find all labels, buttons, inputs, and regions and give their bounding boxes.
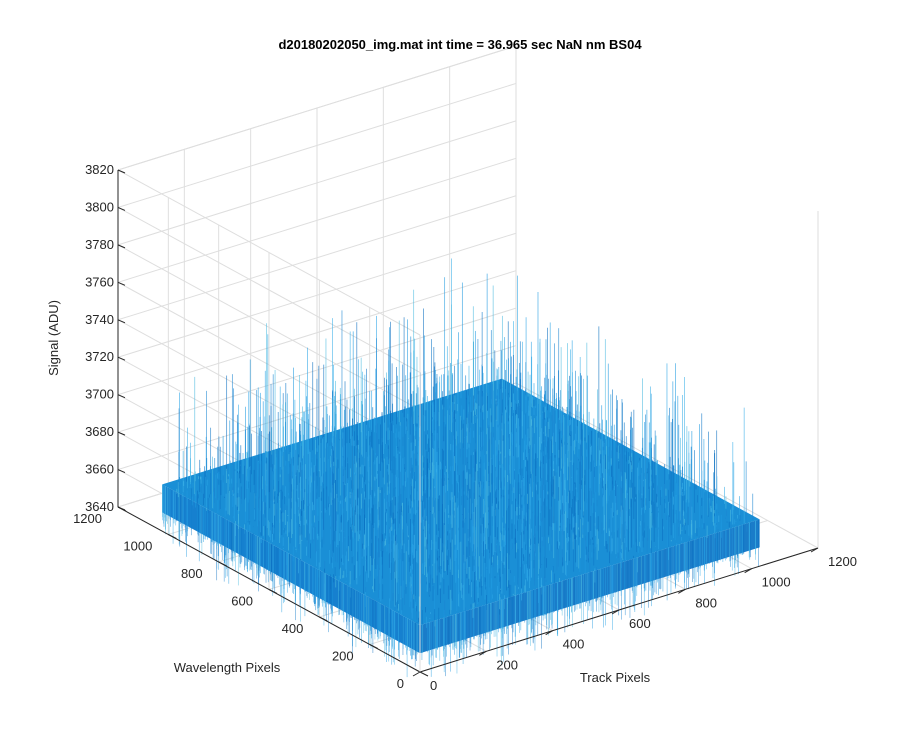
y-tick-mark: [268, 589, 278, 594]
y-tick-mark: [218, 561, 227, 567]
x-tick-label: 600: [629, 616, 651, 631]
back-top-edge: [117, 45, 517, 171]
z-tick-label: 3800: [85, 199, 114, 214]
z-tick-label: 3720: [85, 349, 114, 364]
x-tick-mark: [412, 671, 421, 677]
z-tick-label: 3820: [85, 162, 114, 177]
z-tick-mark: [117, 394, 126, 399]
x-tick-label: 1000: [762, 575, 791, 590]
x-tick-label: 200: [496, 657, 518, 672]
z-tick-label: 3680: [85, 424, 114, 439]
z-tick-label: 3660: [85, 462, 114, 477]
y-tick-label: 1000: [123, 539, 152, 554]
x-tick-mark: [545, 630, 553, 636]
y-tick-label: 0: [397, 676, 404, 691]
x-tick-mark: [678, 588, 686, 594]
x-tick-label: 1200: [828, 554, 857, 569]
y-tick-label: 1200: [73, 511, 102, 526]
chart-title: d20180202050_img.mat int time = 36.965 s…: [278, 37, 642, 52]
x-tick-mark: [479, 650, 487, 656]
surface-mesh: [162, 258, 760, 678]
x-axis-label: Track Pixels: [580, 670, 651, 685]
y-axis-label: Wavelength Pixels: [174, 660, 281, 675]
z-tick-mark: [117, 244, 126, 249]
z-tick-mark: [117, 469, 126, 474]
y-tick-mark: [117, 506, 127, 512]
z-tick-label: 3700: [85, 387, 114, 402]
x-tick-label: 800: [695, 595, 717, 610]
z-tick-mark: [117, 169, 126, 174]
z-tick-label: 3640: [85, 499, 114, 514]
y-tick-mark: [419, 671, 429, 677]
z-tick-mark: [117, 206, 126, 211]
z-tick-mark: [117, 319, 126, 324]
z-tick-label: 3760: [85, 274, 114, 289]
surface-noise-spikes: [162, 258, 759, 678]
z-axis-label: Signal (ADU): [46, 300, 61, 376]
x-tick-mark: [611, 609, 620, 615]
z-tick-mark: [117, 431, 126, 436]
x-tick-mark: [810, 547, 819, 553]
y-tick-label: 800: [181, 566, 203, 581]
z-tick-label: 3740: [85, 312, 114, 327]
x-tick-label: 400: [563, 637, 585, 652]
surface-top: [162, 378, 760, 626]
z-tick-label: 3780: [85, 237, 114, 252]
y-tick-label: 400: [282, 621, 304, 636]
x-tick-label: 0: [430, 678, 437, 693]
tick-labels: 3640 3660 3680 3700 3720 3740 3760 3780 3800 3820…: [73, 162, 857, 693]
y-tick-mark: [369, 644, 378, 649]
x-tick-mark: [744, 568, 752, 574]
y-tick-mark: [168, 534, 177, 539]
y-tick-label: 600: [231, 594, 253, 609]
z-tick-mark: [117, 356, 126, 361]
y-tick-label: 200: [332, 649, 354, 664]
z-tick-mark: [117, 281, 126, 286]
y-tick-mark: [319, 616, 328, 622]
